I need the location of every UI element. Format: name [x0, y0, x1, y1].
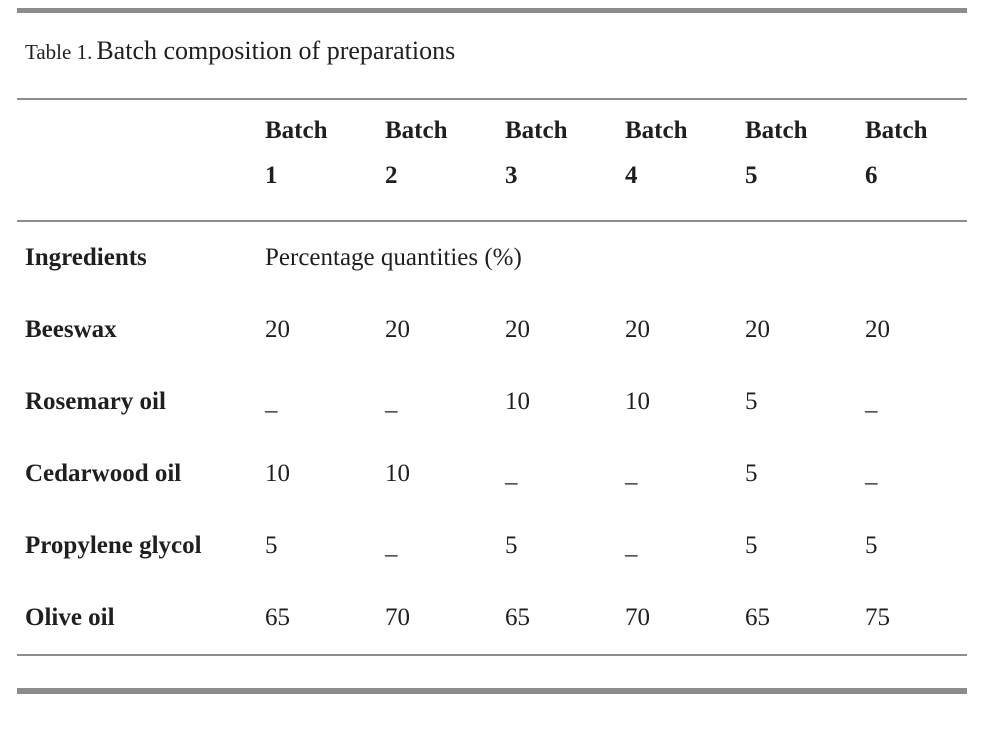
- header-cell-batch-6: Batch 6: [865, 100, 967, 222]
- table-caption: Table 1. Batch composition of preparatio…: [0, 13, 983, 98]
- value-cell: 65: [265, 604, 290, 631]
- header-cell-batch-2: Batch 2: [385, 100, 505, 222]
- row-label: Olive oil: [25, 604, 115, 631]
- table-row-rosemary-oil: Rosemary oil _ _ 10 10 5 _: [17, 366, 967, 438]
- value-cell: _: [625, 460, 638, 487]
- value-cell: _: [865, 388, 878, 415]
- value-cell: 75: [865, 604, 890, 631]
- value-cell: 20: [505, 316, 530, 343]
- header-label: Batch 3: [505, 117, 568, 189]
- caption-divider-rule: [17, 98, 967, 100]
- row-label: Propylene glycol: [25, 532, 202, 559]
- header-label: Batch 4: [625, 117, 688, 189]
- bottom-thin-rule: [17, 654, 967, 656]
- subheader-row: Ingredients Percentage quantities (%): [17, 221, 967, 294]
- value-cell: 5: [265, 532, 278, 559]
- value-cell: 10: [385, 460, 410, 487]
- value-cell: 65: [745, 604, 770, 631]
- value-cell: _: [505, 460, 518, 487]
- header-label: Batch 1: [265, 117, 328, 189]
- value-cell: 20: [625, 316, 650, 343]
- table-row-propylene-glycol: Propylene glycol 5 _ 5 _ 5 5: [17, 510, 967, 582]
- caption-label: Table 1.: [25, 40, 93, 64]
- value-cell: 20: [265, 316, 290, 343]
- value-cell: 5: [745, 388, 758, 415]
- table-row-beeswax: Beeswax 20 20 20 20 20 20: [17, 294, 967, 366]
- value-cell: _: [265, 388, 278, 415]
- bottom-thick-rule: [17, 688, 967, 694]
- row-label-ingredients: Ingredients: [25, 244, 147, 271]
- value-cell: 5: [505, 532, 518, 559]
- value-cell: 65: [505, 604, 530, 631]
- header-label: Batch 2: [385, 117, 448, 189]
- header-label: Batch 6: [865, 117, 928, 189]
- value-cell: 20: [865, 316, 890, 343]
- value-cell: 70: [385, 604, 410, 631]
- header-label: Batch 5: [745, 117, 808, 189]
- batch-composition-table: Batch 1 Batch 2 Batch 3 Batch 4 Batch 5 …: [17, 100, 967, 654]
- value-cell: _: [385, 532, 398, 559]
- header-cell-batch-5: Batch 5: [745, 100, 865, 222]
- table-row-olive-oil: Olive oil 65 70 65 70 65 75: [17, 582, 967, 654]
- value-cell: 20: [385, 316, 410, 343]
- value-cell: 10: [265, 460, 290, 487]
- value-cell: 5: [745, 532, 758, 559]
- subheader-value: Percentage quantities (%): [265, 244, 522, 271]
- value-cell: 10: [625, 388, 650, 415]
- row-label: Cedarwood oil: [25, 460, 182, 487]
- header-cell-batch-3: Batch 3: [505, 100, 625, 222]
- value-cell: 10: [505, 388, 530, 415]
- table-row-cedarwood-oil: Cedarwood oil 10 10 _ _ 5 _: [17, 438, 967, 510]
- header-row: Batch 1 Batch 2 Batch 3 Batch 4 Batch 5 …: [17, 100, 967, 222]
- value-cell: 5: [745, 460, 758, 487]
- value-cell: _: [625, 532, 638, 559]
- header-empty-cell: [17, 100, 265, 222]
- row-label: Rosemary oil: [25, 388, 166, 415]
- top-thick-rule: [17, 8, 967, 13]
- value-cell: 20: [745, 316, 770, 343]
- value-cell: _: [865, 460, 878, 487]
- row-label: Beeswax: [25, 316, 117, 343]
- header-cell-batch-4: Batch 4: [625, 100, 745, 222]
- value-cell: _: [385, 388, 398, 415]
- value-cell: 70: [625, 604, 650, 631]
- value-cell: 5: [865, 532, 878, 559]
- caption-title: Batch composition of preparations: [96, 36, 456, 65]
- header-cell-batch-1: Batch 1: [265, 100, 385, 222]
